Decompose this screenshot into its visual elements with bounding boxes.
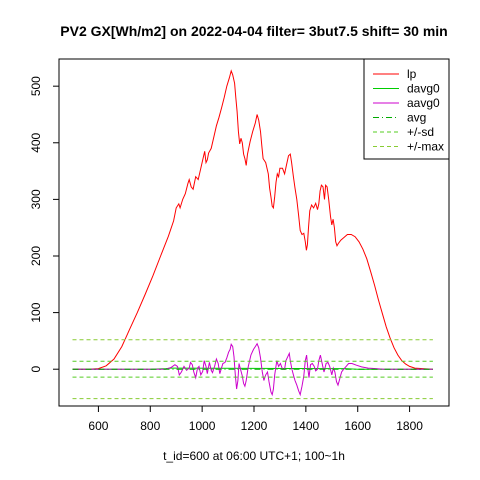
legend-label: aavg0 <box>407 96 440 110</box>
x-tick-label: 1200 <box>241 419 268 433</box>
legend-label: davg0 <box>407 82 440 96</box>
y-tick-label: 200 <box>29 246 43 266</box>
legend-box <box>363 58 450 160</box>
chart-title: PV2 GX[Wh/m2] on 2022-04-04 filter= 3but… <box>60 23 447 39</box>
x-axis-label: t_id=600 at 06:00 UTC+1; 100~1h <box>163 449 345 463</box>
legend-label: avg <box>407 111 426 125</box>
y-tick-label: 0 <box>29 366 43 373</box>
legend-label: +/-sd <box>407 125 434 139</box>
series-line-lp-0 <box>72 69 433 370</box>
series-line-aavg0-2 <box>72 342 433 397</box>
y-tick-label: 100 <box>29 302 43 322</box>
x-tick-label: 600 <box>88 419 108 433</box>
y-axis: 0 100 200 300 400 500 <box>29 76 60 373</box>
y-tick-label: 400 <box>29 132 43 152</box>
legend-label: +/-max <box>407 140 444 154</box>
series-layer <box>72 69 433 400</box>
x-tick-label: 1800 <box>396 419 423 433</box>
y-tick-label: 300 <box>29 189 43 209</box>
x-tick-label: 1000 <box>189 419 216 433</box>
x-tick-label: 1400 <box>293 419 320 433</box>
y-tick-label: 500 <box>29 76 43 96</box>
x-tick-label: 800 <box>140 419 160 433</box>
legend-label: lp <box>407 67 417 81</box>
x-axis: 600 800 1000 1200 1400 1600 1800 <box>88 405 423 433</box>
x-tick-label: 1600 <box>344 419 371 433</box>
